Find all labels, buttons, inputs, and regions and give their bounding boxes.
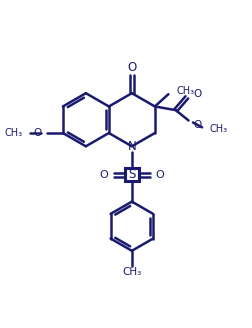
Text: O: O <box>127 61 137 74</box>
Text: O: O <box>193 120 201 130</box>
Text: CH₃: CH₃ <box>122 267 141 277</box>
Text: O: O <box>156 170 165 179</box>
Text: CH₃: CH₃ <box>209 124 228 133</box>
Bar <box>125 168 139 181</box>
Text: O: O <box>193 90 201 99</box>
Text: O: O <box>33 128 42 138</box>
Text: CH₃: CH₃ <box>177 86 195 96</box>
Text: O: O <box>99 170 108 179</box>
Text: CH₃: CH₃ <box>5 128 23 138</box>
Text: S: S <box>128 168 136 181</box>
Text: N: N <box>128 140 136 153</box>
